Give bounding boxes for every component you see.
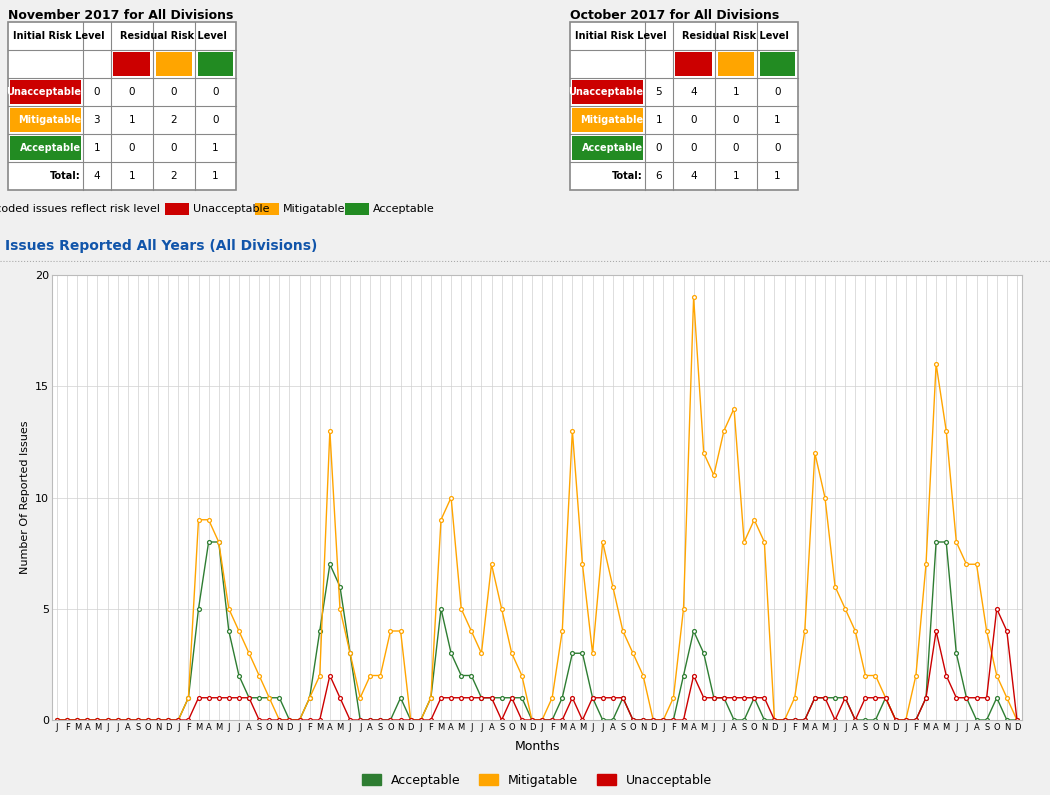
- Text: Mitigatable: Mitigatable: [580, 115, 643, 125]
- Y-axis label: Number Of Reported Issues: Number Of Reported Issues: [20, 421, 29, 574]
- Bar: [353, 203, 361, 215]
- Text: Unacceptable: Unacceptable: [193, 204, 270, 214]
- Text: 1: 1: [93, 143, 100, 153]
- Bar: [675, 52, 712, 76]
- Text: Initial Risk Level: Initial Risk Level: [575, 31, 667, 41]
- Text: Acceptable: Acceptable: [582, 143, 643, 153]
- Bar: [181, 203, 189, 215]
- Bar: [262, 203, 271, 215]
- Text: 0: 0: [774, 87, 781, 97]
- Text: 0: 0: [691, 115, 697, 125]
- Bar: [345, 203, 353, 215]
- Text: 5: 5: [655, 87, 663, 97]
- Text: 1: 1: [733, 87, 739, 97]
- Text: Mitigatable: Mitigatable: [18, 115, 81, 125]
- Text: 1: 1: [774, 115, 781, 125]
- Text: 1: 1: [733, 171, 739, 181]
- Text: 0: 0: [128, 87, 135, 97]
- Bar: [155, 52, 192, 76]
- Text: Acceptable: Acceptable: [373, 204, 435, 214]
- Bar: [572, 107, 643, 132]
- Bar: [572, 136, 643, 161]
- Text: Residual Risk Level: Residual Risk Level: [120, 31, 227, 41]
- Text: Total:: Total:: [50, 171, 81, 181]
- Bar: [197, 52, 233, 76]
- Text: 0: 0: [774, 143, 781, 153]
- Text: 0: 0: [170, 143, 177, 153]
- Text: 4: 4: [691, 87, 697, 97]
- Text: 0: 0: [691, 143, 697, 153]
- Bar: [717, 52, 754, 76]
- Bar: [271, 203, 279, 215]
- Text: 3: 3: [93, 115, 100, 125]
- Text: 1: 1: [212, 171, 218, 181]
- Text: Initial Risk Level: Initial Risk Level: [14, 31, 105, 41]
- X-axis label: Months: Months: [514, 740, 560, 753]
- Bar: [113, 52, 150, 76]
- Text: 1: 1: [774, 171, 781, 181]
- Bar: [173, 203, 181, 215]
- Text: 0: 0: [655, 143, 663, 153]
- Text: 0: 0: [212, 87, 218, 97]
- Legend: Acceptable, Mitigatable, Unacceptable: Acceptable, Mitigatable, Unacceptable: [357, 769, 717, 792]
- Text: 4: 4: [93, 171, 100, 181]
- Text: 1: 1: [212, 143, 218, 153]
- Bar: [10, 136, 81, 161]
- Text: Mitigatable: Mitigatable: [284, 204, 345, 214]
- Text: Color-coded issues reflect risk level: Color-coded issues reflect risk level: [0, 204, 160, 214]
- Text: Acceptable: Acceptable: [20, 143, 81, 153]
- Bar: [760, 52, 795, 76]
- Text: 0: 0: [170, 87, 177, 97]
- Text: 0: 0: [733, 115, 739, 125]
- Text: Unacceptable: Unacceptable: [6, 87, 81, 97]
- Text: 1: 1: [128, 115, 135, 125]
- Text: October 2017 for All Divisions: October 2017 for All Divisions: [570, 9, 779, 22]
- Text: 2: 2: [170, 171, 177, 181]
- Text: 6: 6: [655, 171, 663, 181]
- Bar: [361, 203, 369, 215]
- Bar: [10, 107, 81, 132]
- Bar: [165, 203, 173, 215]
- Text: 0: 0: [93, 87, 100, 97]
- Text: 4: 4: [691, 171, 697, 181]
- Bar: [255, 203, 262, 215]
- Text: Residual Risk Level: Residual Risk Level: [681, 31, 789, 41]
- Text: 0: 0: [128, 143, 135, 153]
- Text: Unacceptable: Unacceptable: [568, 87, 643, 97]
- Text: 1: 1: [128, 171, 135, 181]
- Text: 0: 0: [733, 143, 739, 153]
- Bar: [572, 80, 643, 104]
- Text: 1: 1: [655, 115, 663, 125]
- Bar: [10, 80, 81, 104]
- Text: Total:: Total:: [612, 171, 643, 181]
- Text: Issues Reported All Years (All Divisions): Issues Reported All Years (All Divisions…: [5, 239, 317, 253]
- Text: 0: 0: [212, 115, 218, 125]
- Text: 2: 2: [170, 115, 177, 125]
- Text: November 2017 for All Divisions: November 2017 for All Divisions: [8, 9, 233, 22]
